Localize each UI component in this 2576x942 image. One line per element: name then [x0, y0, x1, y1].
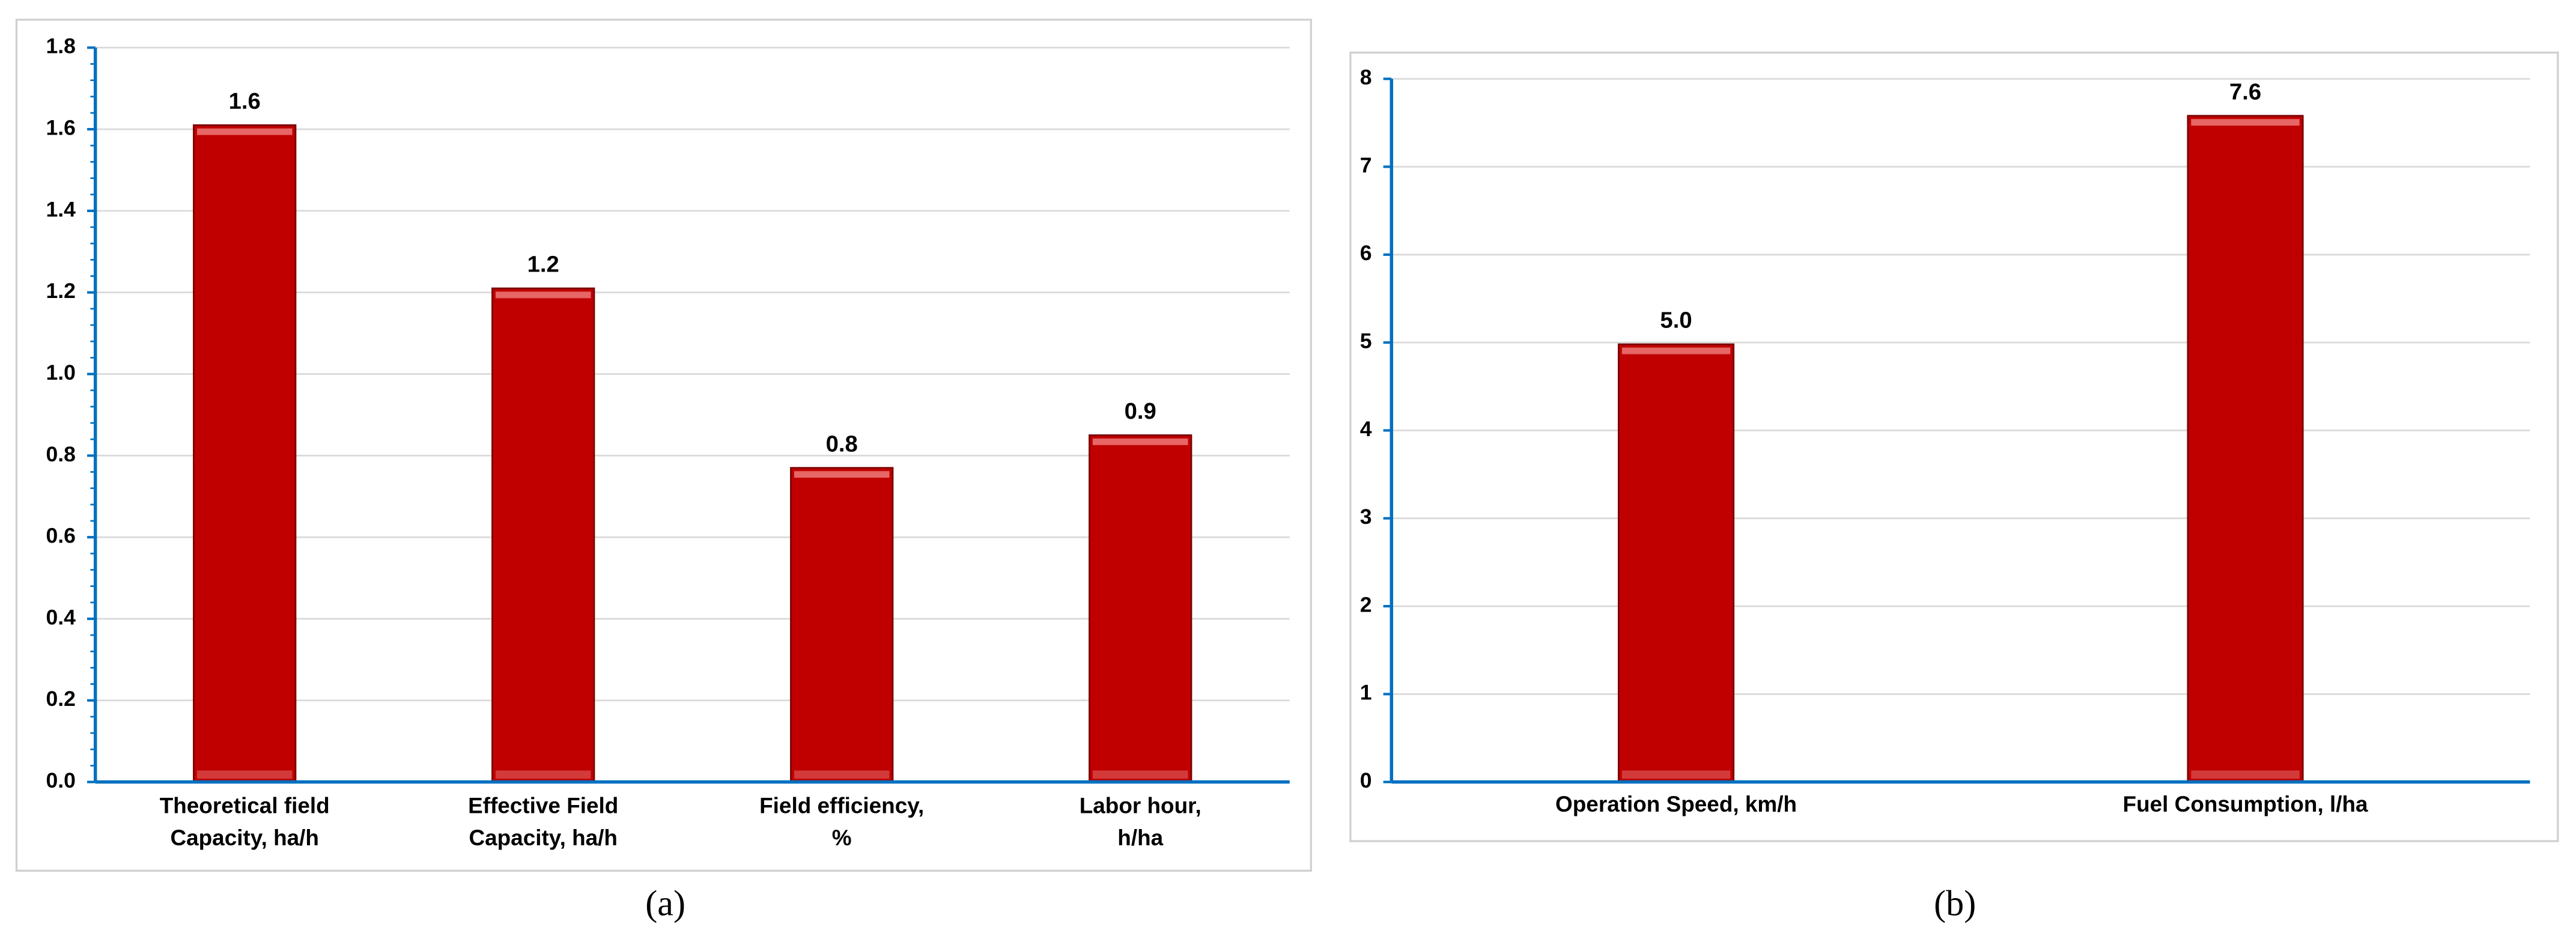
bar-cap	[1621, 347, 1731, 354]
bar-base	[2191, 770, 2300, 779]
y-tick-label: 1.2	[46, 279, 75, 303]
y-tick-label: 0.6	[46, 524, 75, 548]
value-label: 7.6	[2229, 79, 2261, 105]
value-label: 0.8	[826, 431, 858, 457]
bar-cap	[794, 471, 890, 478]
bar-cap	[196, 128, 293, 135]
bar-cap	[2191, 119, 2300, 126]
bar-base	[196, 770, 293, 779]
bar-base	[1621, 770, 1731, 779]
bar	[1089, 434, 1192, 783]
bar-base	[794, 770, 890, 779]
y-tick-label: 6	[1360, 241, 1372, 265]
y-tick-label: 1.0	[46, 360, 75, 384]
y-tick-label: 1.6	[46, 116, 75, 140]
panel-frame	[1349, 51, 2559, 842]
x-tick-label: Labor hour, h/ha	[1080, 794, 1201, 851]
bar-base	[495, 770, 591, 779]
caption: (b)	[1934, 883, 1976, 923]
value-label: 1.6	[229, 88, 261, 114]
y-tick-label: 0.2	[46, 687, 75, 711]
y-tick-label: 8	[1360, 65, 1372, 90]
caption: (a)	[645, 883, 685, 923]
x-tick-label: Operation Speed, km/h	[1555, 792, 1797, 816]
y-tick-label: 0.4	[46, 605, 76, 629]
y-tick-label: 1.8	[46, 34, 75, 58]
value-label: 5.0	[1660, 308, 1692, 333]
y-tick-label: 1.4	[46, 197, 76, 221]
bar	[1617, 343, 1735, 783]
bar-cap	[495, 291, 591, 299]
bar	[491, 287, 595, 783]
bar	[2187, 115, 2304, 783]
y-tick-label: 7	[1360, 153, 1372, 177]
bar-base	[1092, 770, 1188, 779]
x-tick-label: Fuel Consumption, l/ha	[2123, 792, 2368, 816]
bar	[193, 124, 297, 783]
y-tick-label: 3	[1360, 505, 1372, 529]
y-tick-label: 0	[1360, 768, 1372, 792]
value-label: 1.2	[527, 252, 559, 278]
y-tick-label: 4	[1360, 417, 1372, 441]
bar	[790, 467, 894, 783]
bar-cap	[1092, 438, 1188, 445]
value-label: 0.9	[1125, 398, 1156, 424]
x-tick-label: Field efficiency,%	[759, 794, 924, 851]
y-tick-label: 0.8	[46, 442, 75, 466]
y-tick-label: 1	[1360, 681, 1372, 705]
y-tick-label: 0.0	[46, 768, 75, 792]
y-tick-label: 2	[1360, 592, 1372, 616]
y-tick-label: 5	[1360, 329, 1372, 353]
x-tick-label: Theoretical field Capacity, ha/h	[160, 794, 330, 851]
x-tick-label: Effective Field Capacity, ha/h	[468, 794, 618, 851]
